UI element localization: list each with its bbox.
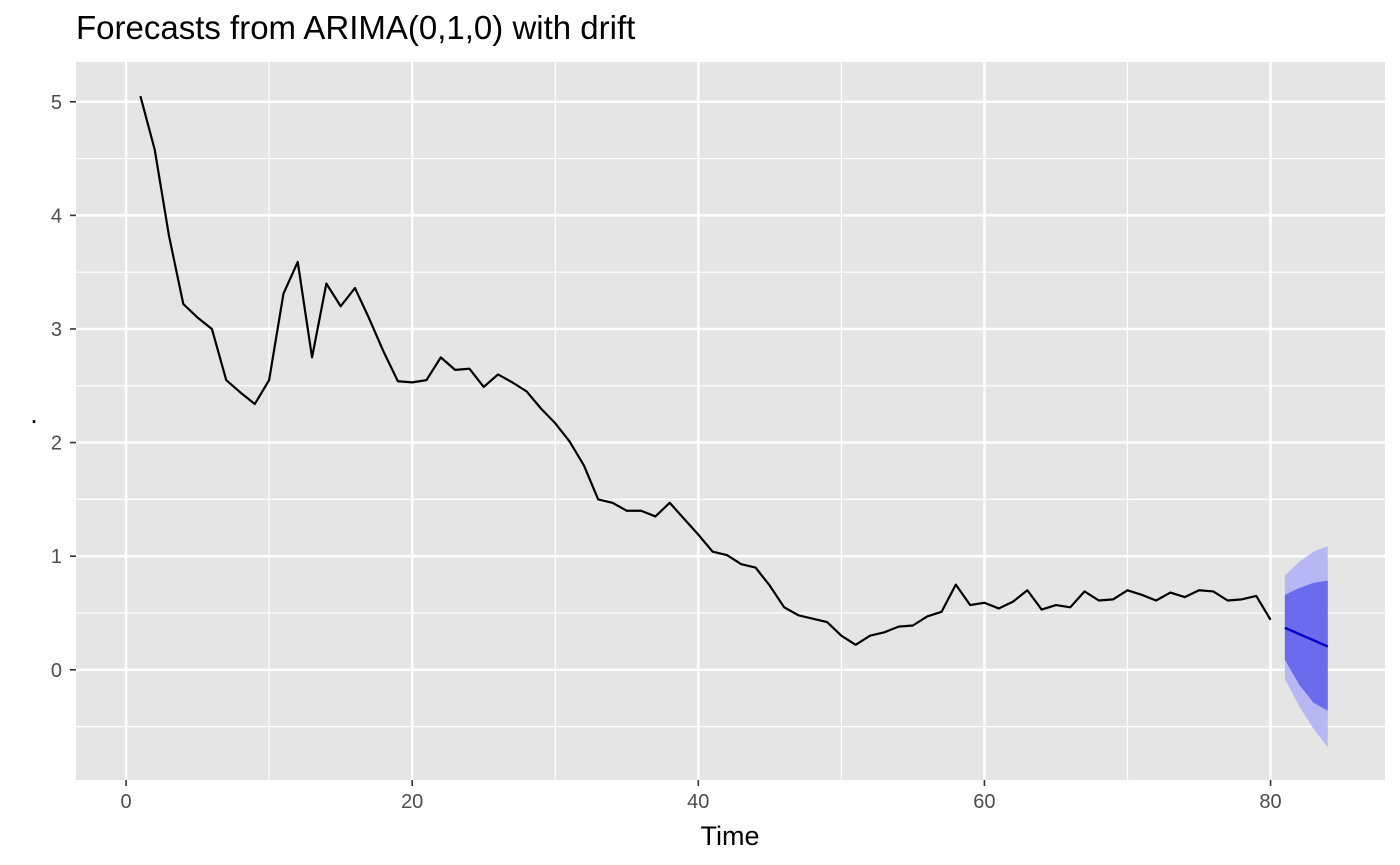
x-tick-label: 20	[401, 791, 423, 813]
x-tick-label: 0	[121, 791, 132, 813]
chart-title: Forecasts from ARIMA(0,1,0) with drift	[76, 9, 635, 46]
y-tick-label: 5	[51, 92, 62, 114]
x-axis-title: Time	[701, 821, 760, 851]
series-layer	[139, 95, 1272, 646]
x-tick-label: 40	[687, 791, 709, 813]
x-tick-label: 80	[1259, 791, 1281, 813]
x-tick-label: 60	[973, 791, 995, 813]
x-axis: 0 20 40 60 80	[121, 780, 1282, 813]
y-tick-label: 0	[51, 660, 62, 682]
y-tick-label: 3	[51, 319, 62, 341]
forecast-layer	[1284, 545, 1329, 748]
y-tick-label: 2	[51, 433, 62, 455]
forecast-80-interval-band	[1284, 580, 1328, 711]
plot-panel	[76, 62, 1385, 780]
y-axis: 0 1 2 3 4 5	[51, 92, 76, 682]
y-axis-title: .	[30, 399, 38, 429]
y-tick-label: 4	[51, 205, 62, 227]
minor-gridlines	[76, 62, 1385, 780]
observed-series-line	[139, 95, 1272, 646]
y-tick-label: 1	[51, 546, 62, 568]
forecast-mean-line	[1284, 626, 1329, 648]
